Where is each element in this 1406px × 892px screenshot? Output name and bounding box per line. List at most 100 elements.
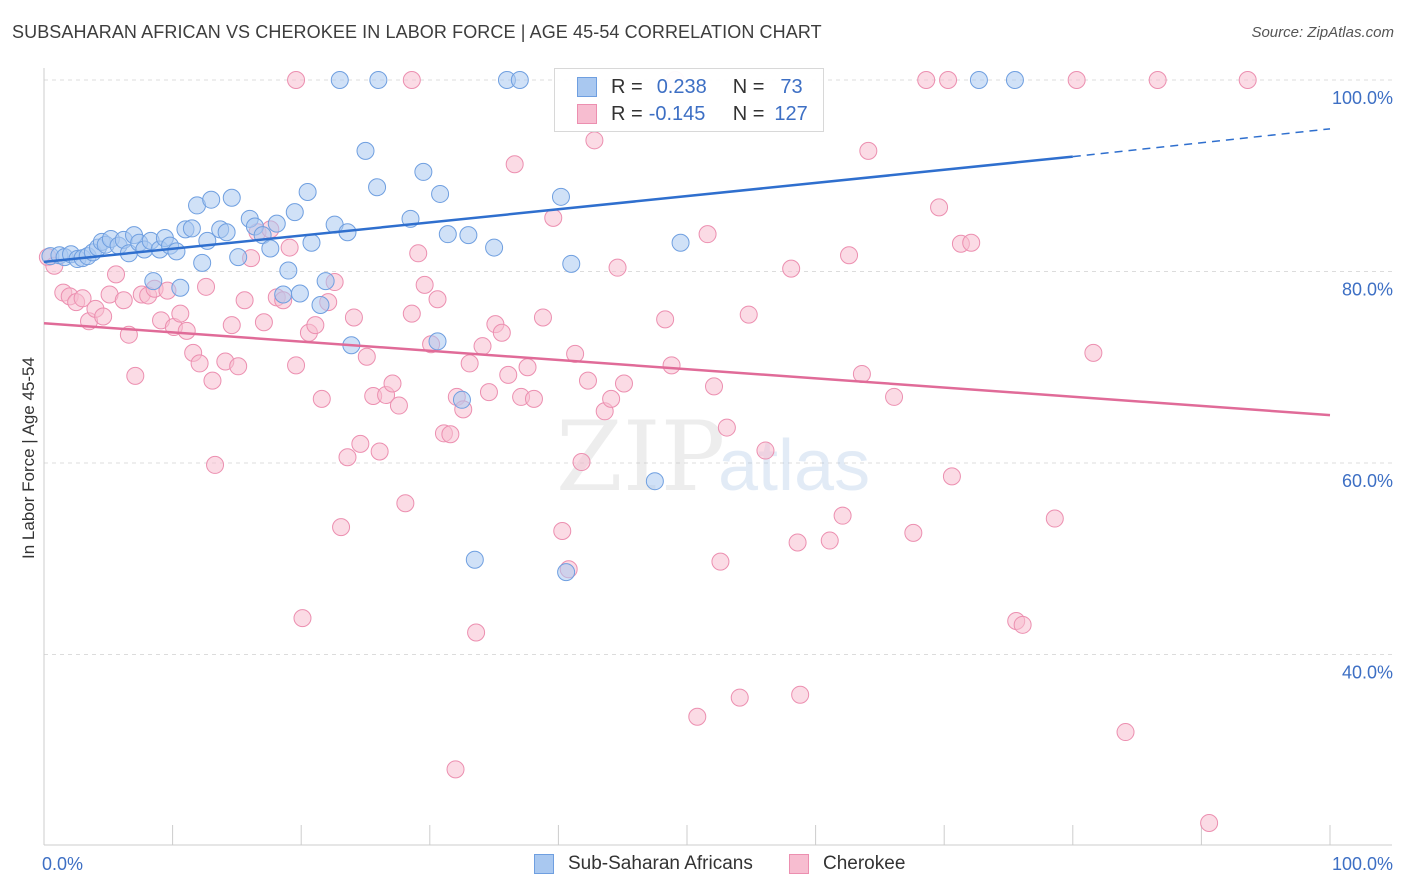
cherokee-point[interactable]	[332, 518, 351, 537]
sub-saharan-point[interactable]	[369, 71, 388, 89]
cherokee-point[interactable]	[467, 623, 486, 642]
cherokee-point[interactable]	[1200, 814, 1219, 833]
cherokee-point[interactable]	[479, 383, 498, 402]
cherokee-point[interactable]	[942, 467, 961, 486]
cherokee-point[interactable]	[578, 371, 597, 390]
cherokee-point[interactable]	[338, 448, 357, 467]
cherokee-point[interactable]	[312, 389, 331, 408]
cherokee-point[interactable]	[499, 365, 518, 384]
cherokee-point[interactable]	[717, 418, 736, 437]
cherokee-point[interactable]	[280, 238, 299, 257]
sub-saharan-point[interactable]	[459, 226, 478, 245]
cherokee-point[interactable]	[791, 685, 810, 704]
cherokee-point[interactable]	[904, 523, 923, 542]
cherokee-point[interactable]	[711, 552, 730, 571]
cherokee-point[interactable]	[688, 707, 707, 726]
sub-saharan-point[interactable]	[302, 233, 321, 252]
cherokee-point[interactable]	[177, 321, 196, 340]
cherokee-point[interactable]	[473, 337, 492, 356]
sub-saharan-point[interactable]	[182, 219, 201, 238]
sub-saharan-point[interactable]	[229, 248, 248, 267]
sub-saharan-point[interactable]	[465, 550, 484, 569]
sub-saharan-point[interactable]	[562, 254, 581, 273]
sub-saharan-point[interactable]	[285, 203, 304, 222]
cherokee-point[interactable]	[107, 265, 126, 284]
sub-saharan-point[interactable]	[193, 253, 212, 272]
cherokee-point[interactable]	[614, 374, 633, 393]
cherokee-point[interactable]	[197, 277, 216, 296]
cherokee-point[interactable]	[524, 389, 543, 408]
sub-saharan-point[interactable]	[330, 71, 349, 89]
legend-item-sub-saharan[interactable]: Sub-Saharan Africans	[534, 853, 753, 875]
sub-saharan-point[interactable]	[311, 296, 330, 315]
cherokee-point[interactable]	[602, 389, 621, 408]
cherokee-point[interactable]	[859, 141, 878, 160]
cherokee-point[interactable]	[357, 347, 376, 366]
sub-saharan-point[interactable]	[356, 141, 375, 160]
legend-item-cherokee[interactable]: Cherokee	[789, 853, 905, 875]
cherokee-point[interactable]	[73, 289, 92, 308]
sub-saharan-point[interactable]	[167, 242, 186, 261]
sub-saharan-point[interactable]	[414, 162, 433, 181]
cherokee-point[interactable]	[756, 441, 775, 460]
sub-saharan-point[interactable]	[645, 472, 664, 491]
cherokee-point[interactable]	[171, 304, 190, 323]
cherokee-point[interactable]	[222, 316, 241, 335]
cherokee-point[interactable]	[370, 442, 389, 461]
cherokee-point[interactable]	[939, 71, 958, 89]
cherokee-point[interactable]	[344, 308, 363, 327]
cherokee-point[interactable]	[788, 533, 807, 552]
cherokee-point[interactable]	[1148, 71, 1167, 89]
sub-saharan-point[interactable]	[279, 261, 298, 280]
cherokee-point[interactable]	[705, 377, 724, 396]
sub-saharan-point[interactable]	[438, 225, 457, 244]
cherokee-point[interactable]	[94, 307, 113, 326]
cherokee-point[interactable]	[190, 354, 209, 373]
cherokee-point[interactable]	[505, 155, 524, 174]
cherokee-point[interactable]	[446, 760, 465, 779]
sub-saharan-point[interactable]	[431, 184, 450, 203]
cherokee-point[interactable]	[203, 371, 222, 390]
cherokee-point[interactable]	[126, 366, 145, 385]
cherokee-point[interactable]	[730, 688, 749, 707]
cherokee-point[interactable]	[1013, 615, 1032, 634]
sub-saharan-point[interactable]	[428, 332, 447, 351]
sub-saharan-point[interactable]	[485, 238, 504, 257]
cherokee-point[interactable]	[415, 275, 434, 294]
cherokee-point[interactable]	[1238, 71, 1257, 89]
sub-saharan-point[interactable]	[171, 278, 190, 297]
cherokee-point[interactable]	[409, 244, 428, 263]
cherokee-point[interactable]	[254, 313, 273, 332]
cherokee-point[interactable]	[1116, 723, 1135, 742]
cherokee-point[interactable]	[114, 291, 133, 310]
cherokee-point[interactable]	[287, 71, 306, 89]
sub-saharan-point[interactable]	[267, 214, 286, 233]
cherokee-point[interactable]	[739, 305, 758, 324]
sub-saharan-point[interactable]	[368, 178, 387, 197]
cherokee-point[interactable]	[206, 455, 225, 474]
sub-saharan-point[interactable]	[274, 285, 293, 304]
cherokee-point[interactable]	[441, 425, 460, 444]
sub-saharan-point[interactable]	[551, 187, 570, 206]
cherokee-point[interactable]	[930, 198, 949, 217]
cherokee-point[interactable]	[460, 354, 479, 373]
cherokee-point[interactable]	[235, 291, 254, 310]
sub-saharan-point[interactable]	[969, 71, 988, 89]
cherokee-point[interactable]	[572, 453, 591, 472]
cherokee-point[interactable]	[917, 71, 936, 89]
cherokee-point[interactable]	[389, 396, 408, 415]
cherokee-point[interactable]	[698, 225, 717, 244]
cherokee-point[interactable]	[885, 387, 904, 406]
sub-saharan-point[interactable]	[1005, 71, 1024, 89]
cherokee-point[interactable]	[662, 356, 681, 375]
sub-saharan-point[interactable]	[316, 272, 335, 291]
cherokee-point[interactable]	[287, 356, 306, 375]
cherokee-point[interactable]	[833, 506, 852, 525]
cherokee-point[interactable]	[852, 364, 871, 383]
sub-saharan-point[interactable]	[557, 563, 576, 582]
cherokee-point[interactable]	[518, 358, 537, 377]
cherokee-point[interactable]	[428, 290, 447, 309]
sub-saharan-point[interactable]	[261, 239, 280, 258]
cherokee-point[interactable]	[1045, 509, 1064, 528]
cherokee-point[interactable]	[544, 208, 563, 227]
